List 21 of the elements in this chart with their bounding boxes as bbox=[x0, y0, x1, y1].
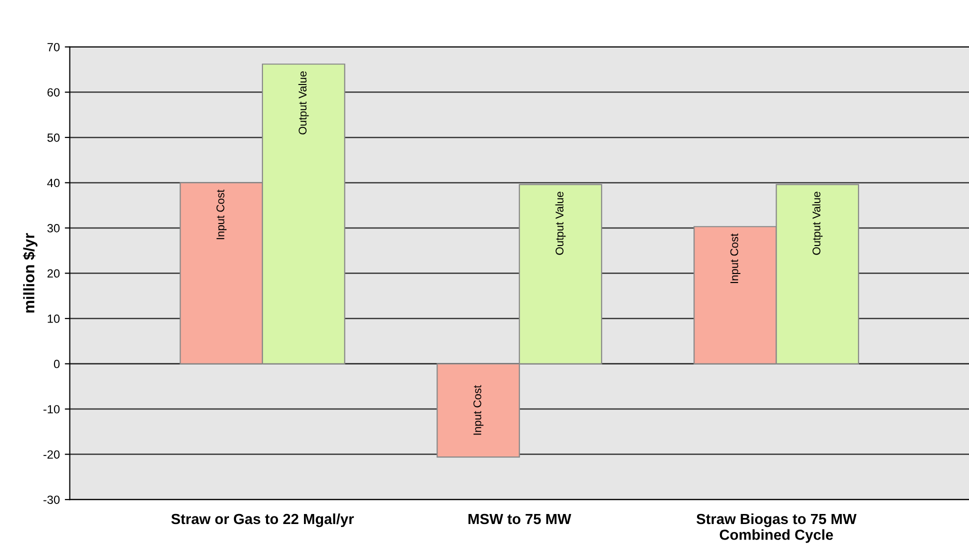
y-tick-label: 50 bbox=[47, 133, 60, 142]
y-tick-label: -20 bbox=[44, 450, 60, 459]
y-tick-label: -10 bbox=[44, 405, 60, 414]
y-tick-label: 60 bbox=[48, 88, 60, 97]
series-label: Output Value bbox=[555, 192, 566, 255]
x-tick-label: Straw Biogas to 75 MW Combined Cycle bbox=[696, 513, 857, 543]
y-tick-label: -30 bbox=[44, 496, 60, 504]
text: Output Value bbox=[298, 71, 309, 134]
y-axis-title: million $/yr bbox=[22, 233, 38, 313]
x-tick-label: Straw or Gas to 22 Mgal/yr bbox=[171, 513, 354, 528]
text: Input Cost bbox=[473, 385, 484, 435]
y-tick-label: 10 bbox=[48, 314, 60, 323]
x-tick-label: MSW to 75 MW bbox=[468, 514, 572, 524]
y-tick-label: 20 bbox=[48, 269, 60, 278]
text: Output Value bbox=[812, 192, 823, 255]
y-tick-label: 0 bbox=[54, 360, 60, 368]
y-tick-label: 70 bbox=[48, 42, 60, 52]
y-tick-label: 40 bbox=[47, 178, 60, 188]
series-label: Input Cost bbox=[730, 233, 740, 284]
text: Input Cost bbox=[216, 190, 227, 240]
y-tick-label: 30 bbox=[47, 224, 60, 232]
